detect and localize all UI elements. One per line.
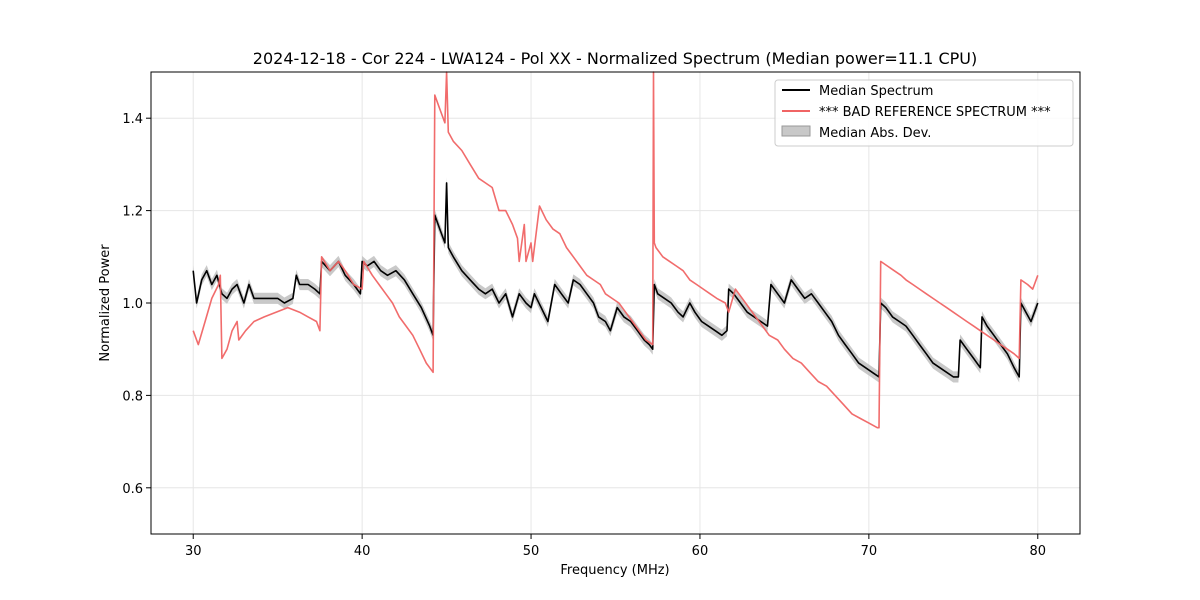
median-spectrum-line — [192, 182, 1039, 378]
y-tick-label: 0.6 — [122, 482, 143, 497]
y-tick-label: 1.4 — [122, 112, 143, 127]
x-tick-label: 30 — [185, 544, 202, 559]
x-tick-label: 80 — [1029, 544, 1046, 559]
y-axis: 0.6 0.8 1.0 1.2 1.4 — [122, 112, 151, 497]
x-axis: 30 40 50 60 70 80 — [185, 534, 1046, 559]
x-tick-label: 40 — [354, 544, 371, 559]
chart-title: 2024-12-18 - Cor 224 - LWA124 - Pol XX -… — [253, 49, 977, 68]
legend-box — [774, 79, 1074, 147]
legend-swatch-mad — [781, 125, 811, 137]
x-axis-label: Frequency (MHz) — [560, 563, 669, 578]
y-tick-label: 1.2 — [122, 205, 143, 220]
y-tick-label: 1.0 — [122, 297, 143, 312]
y-tick-label: 0.8 — [122, 389, 143, 404]
series-layer — [192, 71, 1039, 429]
legend-label-median: Median Spectrum — [819, 84, 933, 99]
x-tick-label: 60 — [692, 544, 709, 559]
legend-label-reference: *** BAD REFERENCE SPECTRUM *** — [819, 105, 1051, 120]
y-axis-label: Normalized Power — [98, 244, 113, 362]
x-tick-label: 50 — [523, 544, 540, 559]
legend: Median Spectrum *** BAD REFERENCE SPECTR… — [774, 79, 1074, 147]
reference-spectrum-line — [192, 71, 1039, 429]
legend-label-mad: Median Abs. Dev. — [819, 126, 931, 141]
x-tick-label: 70 — [861, 544, 878, 559]
